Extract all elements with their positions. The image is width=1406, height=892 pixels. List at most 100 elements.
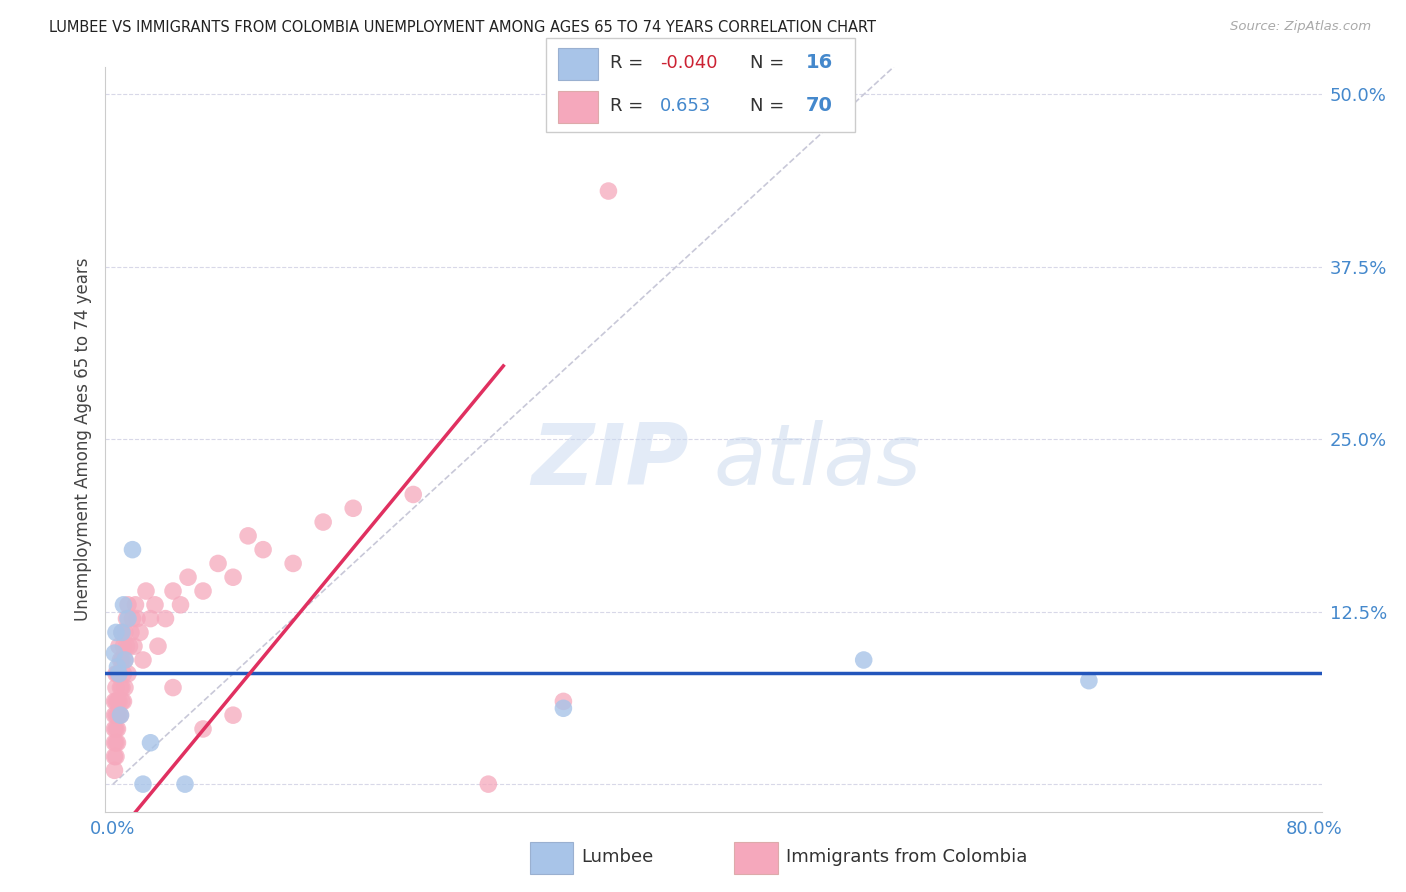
Bar [558,47,598,79]
Point [117,598,139,612]
Point [121,542,143,557]
Point [110,708,132,723]
Text: R =: R = [610,54,650,71]
Point [107,660,129,674]
Text: Source: ZipAtlas.com: Source: ZipAtlas.com [1230,20,1371,33]
Point [115,612,138,626]
Point [117,612,139,626]
Point [155,612,177,626]
Point [108,708,131,723]
Point [222,570,245,584]
Point [252,542,274,557]
Point [477,777,499,791]
Point [110,653,132,667]
Point [162,681,184,695]
Point [103,694,125,708]
Bar [530,842,574,874]
Point [117,666,139,681]
Point [852,653,875,667]
Y-axis label: Unemployment Among Ages 65 to 74 years: Unemployment Among Ages 65 to 74 years [73,258,91,621]
Point [104,666,127,681]
Point [112,639,135,653]
Point [107,666,129,681]
Point [174,777,197,791]
Point [103,722,125,736]
Point [281,557,304,571]
Text: R =: R = [610,97,655,115]
Point [112,598,135,612]
Point [114,653,136,667]
Point [120,625,142,640]
Point [177,570,200,584]
Point [108,694,131,708]
Point [110,681,132,695]
Point [111,625,134,640]
Point [121,612,143,626]
Point [114,681,136,695]
Point [108,666,131,681]
Point [124,598,146,612]
Point [114,653,136,667]
Point [111,694,134,708]
Point [107,736,129,750]
Point [553,694,575,708]
Bar [558,91,598,122]
Point [112,666,135,681]
Point [108,666,131,681]
Point [191,584,214,599]
Point [139,736,162,750]
Point [207,557,229,571]
Point [114,625,136,640]
Text: Lumbee: Lumbee [581,847,654,866]
Text: ZIP: ZIP [531,420,689,503]
Point [112,694,135,708]
Point [146,639,169,653]
Point [129,625,152,640]
Point [103,646,125,660]
Point [169,598,191,612]
Point [104,708,127,723]
Point [107,722,129,736]
Point [143,598,166,612]
Text: N =: N = [749,97,790,115]
Point [125,612,148,626]
Point [104,625,127,640]
Point [342,501,364,516]
Text: 16: 16 [806,54,832,72]
Point [132,653,155,667]
Point [103,764,125,778]
Point [104,722,127,736]
Point [104,694,127,708]
FancyBboxPatch shape [546,38,855,132]
Point [598,184,620,198]
Point [236,529,259,543]
Point [111,681,134,695]
Bar [734,842,778,874]
Text: LUMBEE VS IMMIGRANTS FROM COLOMBIA UNEMPLOYMENT AMONG AGES 65 TO 74 YEARS CORREL: LUMBEE VS IMMIGRANTS FROM COLOMBIA UNEMP… [49,20,876,35]
Point [122,639,145,653]
Point [402,487,425,501]
Point [108,639,131,653]
Text: atlas: atlas [713,420,921,503]
Point [118,639,141,653]
Point [111,653,134,667]
Point [1077,673,1099,688]
Point [103,708,125,723]
Point [162,584,184,599]
Point [104,749,127,764]
Point [222,708,245,723]
Point [103,736,125,750]
Point [115,639,138,653]
Point [107,694,129,708]
Point [104,736,127,750]
Point [103,749,125,764]
Point [111,625,134,640]
Text: -0.040: -0.040 [659,54,717,71]
Point [104,681,127,695]
Text: N =: N = [749,54,790,71]
Point [110,708,132,723]
Point [553,701,575,715]
Text: Immigrants from Colombia: Immigrants from Colombia [786,847,1026,866]
Point [107,708,129,723]
Point [312,515,335,529]
